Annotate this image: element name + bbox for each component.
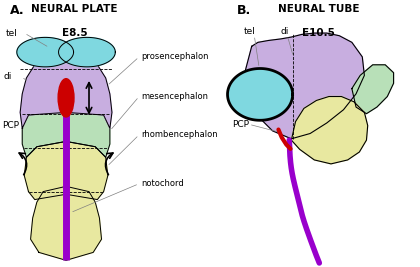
Text: B.: B. <box>237 4 251 17</box>
Polygon shape <box>58 37 116 67</box>
Polygon shape <box>58 44 74 60</box>
Text: PCP: PCP <box>232 120 249 129</box>
Ellipse shape <box>58 79 74 117</box>
Polygon shape <box>24 142 108 199</box>
Text: NEURAL TUBE: NEURAL TUBE <box>278 4 359 14</box>
Text: E10.5: E10.5 <box>302 28 335 38</box>
Text: tel: tel <box>5 29 18 38</box>
Polygon shape <box>291 96 368 164</box>
Polygon shape <box>22 112 110 157</box>
Text: mesencephalon: mesencephalon <box>141 92 208 101</box>
Polygon shape <box>352 65 394 114</box>
Text: prosencephalon: prosencephalon <box>141 52 209 61</box>
Text: NEURAL PLATE: NEURAL PLATE <box>31 4 118 14</box>
Polygon shape <box>20 60 112 128</box>
Text: di: di <box>280 27 289 36</box>
Text: E8.5: E8.5 <box>62 28 87 38</box>
Text: rhombencephalon: rhombencephalon <box>141 130 218 139</box>
Polygon shape <box>17 37 73 67</box>
Text: A.: A. <box>10 4 24 17</box>
Polygon shape <box>245 33 365 139</box>
Polygon shape <box>228 69 293 120</box>
Text: di: di <box>3 72 12 81</box>
Text: PCP: PCP <box>2 121 19 130</box>
Text: notochord: notochord <box>141 179 184 188</box>
Text: tel: tel <box>244 27 256 36</box>
Polygon shape <box>31 186 102 260</box>
